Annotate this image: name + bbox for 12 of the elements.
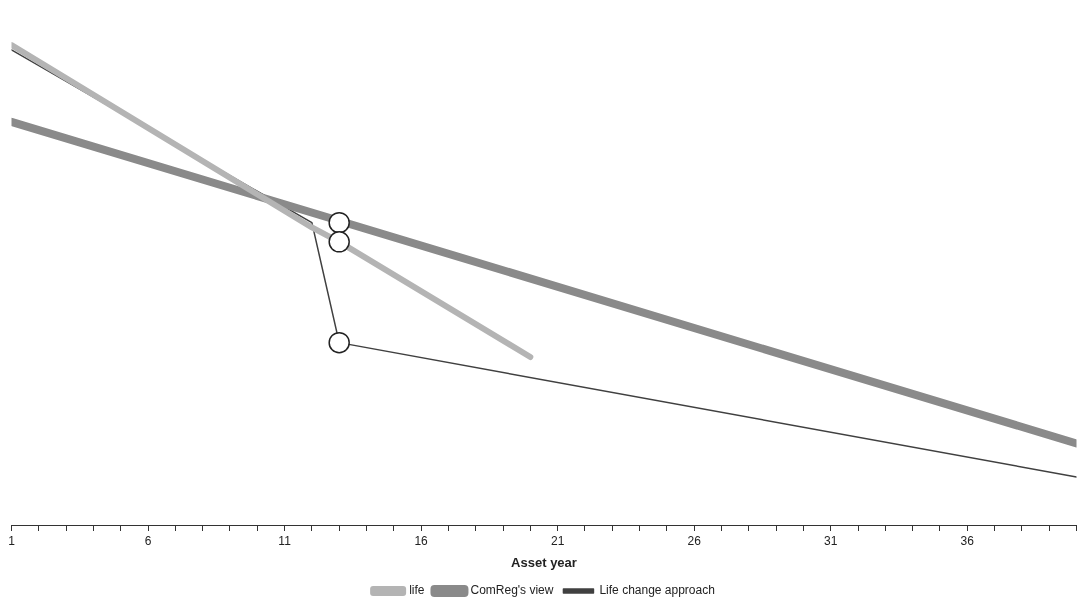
x-tick-label: 26	[687, 533, 702, 548]
x-tick-label: 36	[960, 533, 975, 548]
x-tick-label: 6	[144, 533, 152, 548]
legend-label: life	[409, 583, 425, 598]
x-axis-title: Asset year	[511, 554, 577, 570]
x-tick-label: 1	[8, 533, 16, 548]
x-tick-label: 11	[278, 533, 292, 548]
x-tick-label: 31	[824, 533, 838, 548]
x-tick-label: 16	[414, 533, 429, 548]
legend-label: Life change approach	[599, 583, 715, 598]
legend-label: ComReg's view	[470, 583, 554, 598]
x-tick-label: 21	[550, 533, 565, 548]
